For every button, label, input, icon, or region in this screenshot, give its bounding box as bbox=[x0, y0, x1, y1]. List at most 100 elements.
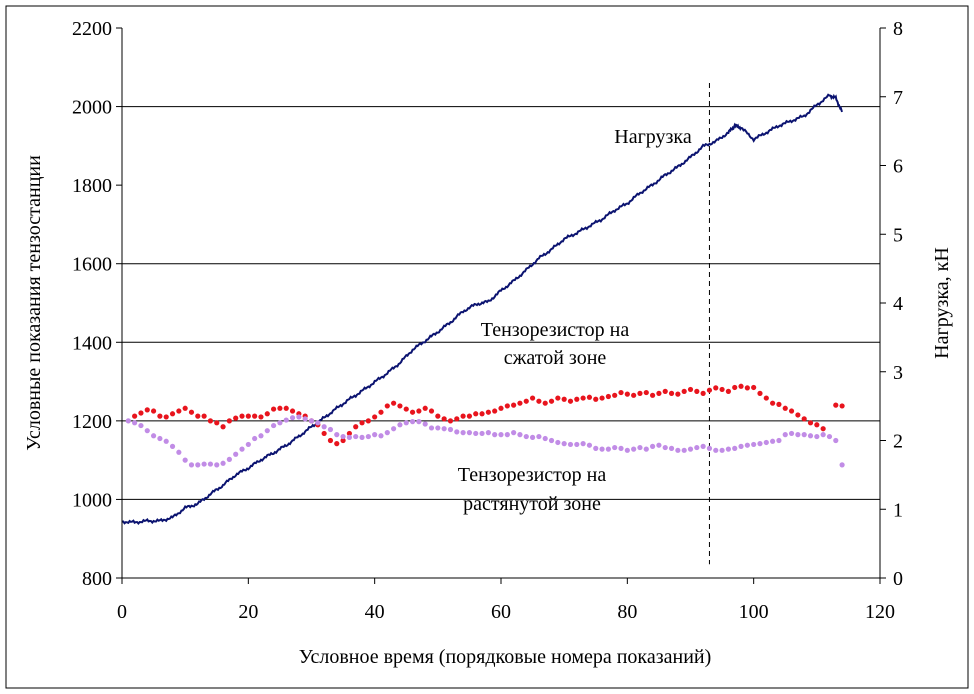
data-series bbox=[121, 93, 845, 526]
series-3-point-51 bbox=[447, 426, 454, 433]
series-2-point-95 bbox=[732, 384, 738, 391]
series-3-point-16 bbox=[226, 456, 232, 462]
series-3-point-9 bbox=[182, 457, 188, 463]
series-3-point-88 bbox=[681, 447, 687, 453]
series-3-point-38 bbox=[365, 433, 371, 440]
y-left-tick-label-800: 800 bbox=[82, 568, 112, 590]
series-3-point-8 bbox=[176, 449, 182, 455]
series-3-point-59 bbox=[498, 432, 504, 438]
series-3-point-52 bbox=[454, 429, 460, 435]
series-3-point-107 bbox=[801, 432, 807, 438]
y-left-tick-label-1400: 1400 bbox=[72, 332, 112, 354]
series-3-point-53 bbox=[460, 430, 466, 436]
series-3-point-84 bbox=[656, 442, 662, 448]
series-3-point-83 bbox=[650, 443, 656, 449]
series-3-point-43 bbox=[397, 422, 403, 428]
y-axis-right-label: Нагрузка, кН bbox=[931, 247, 953, 359]
series-2-point-56 bbox=[485, 409, 491, 415]
series-3-point-61 bbox=[511, 430, 517, 436]
series-3-point-99 bbox=[751, 441, 757, 448]
series-2-point-13 bbox=[214, 420, 220, 426]
series-2-point-46 bbox=[422, 405, 428, 411]
series-2-point-107 bbox=[807, 420, 814, 426]
series-2-point-111 bbox=[839, 403, 845, 409]
y-left-tick-label-1800: 1800 bbox=[72, 175, 112, 197]
axes: 8001000120014001600180020002200012345678… bbox=[72, 18, 903, 623]
series-3-point-31 bbox=[321, 424, 327, 430]
series-2-point-71 bbox=[580, 395, 586, 401]
series-3-point-100 bbox=[757, 441, 763, 447]
series-2-point-6 bbox=[169, 411, 176, 417]
y-left-tick-label-1200: 1200 bbox=[72, 411, 112, 433]
series-3-point-44 bbox=[403, 420, 409, 426]
series-2-point-99 bbox=[757, 390, 763, 396]
series-2 bbox=[132, 383, 845, 447]
series-2-point-67 bbox=[555, 395, 561, 401]
series-2-point-24 bbox=[283, 405, 289, 411]
series-3-point-65 bbox=[536, 433, 542, 440]
series-2-point-0 bbox=[132, 413, 138, 419]
series-3 bbox=[125, 414, 845, 468]
series-2-point-40 bbox=[384, 403, 390, 409]
series-2-point-109 bbox=[820, 426, 826, 432]
series-3-point-97 bbox=[738, 443, 744, 449]
series-2-point-62 bbox=[523, 398, 529, 404]
series-3-point-75 bbox=[599, 446, 605, 452]
series-2-point-37 bbox=[365, 418, 371, 424]
series-3-point-35 bbox=[346, 434, 352, 440]
series-2-point-32 bbox=[334, 441, 340, 447]
series-3-point-17 bbox=[233, 451, 239, 457]
series-3-point-106 bbox=[795, 432, 801, 438]
series-3-point-90 bbox=[694, 444, 700, 451]
series-3-point-77 bbox=[612, 444, 618, 451]
series-2-point-16 bbox=[233, 415, 239, 421]
series-2-point-89 bbox=[694, 388, 700, 394]
series-2-point-12 bbox=[207, 418, 214, 424]
series-2-point-74 bbox=[599, 395, 605, 401]
series-2-point-38 bbox=[372, 414, 378, 420]
annotation-tension-line1: Тензорезистор на bbox=[458, 464, 607, 486]
series-3-point-18 bbox=[239, 446, 245, 452]
series-3-point-102 bbox=[770, 438, 776, 444]
series-2-point-49 bbox=[441, 416, 447, 422]
series-2-point-61 bbox=[517, 400, 523, 406]
series-3-point-98 bbox=[744, 442, 750, 448]
series-2-point-55 bbox=[479, 411, 485, 417]
series-2-point-83 bbox=[656, 390, 662, 396]
series-2-point-44 bbox=[409, 409, 416, 415]
series-3-point-46 bbox=[416, 419, 422, 425]
series-3-point-109 bbox=[814, 433, 820, 440]
y-right-tick-label-4: 4 bbox=[893, 293, 903, 315]
series-2-point-17 bbox=[239, 413, 245, 419]
series-2-point-5 bbox=[163, 414, 169, 420]
series-3-point-69 bbox=[561, 441, 567, 447]
series-3-point-57 bbox=[485, 430, 491, 436]
y-right-tick-label-6: 6 bbox=[893, 156, 903, 178]
series-2-point-9 bbox=[188, 409, 195, 415]
figure-border bbox=[5, 5, 969, 689]
series-2-point-51 bbox=[454, 416, 460, 422]
annotation-load: Нагрузка bbox=[614, 126, 692, 148]
series-2-point-105 bbox=[795, 412, 801, 418]
series-3-point-11 bbox=[195, 462, 201, 468]
series-2-point-101 bbox=[770, 400, 776, 406]
y-right-tick-label-7: 7 bbox=[893, 87, 903, 109]
x-tick-label-60: 60 bbox=[491, 601, 511, 623]
series-2-point-110 bbox=[833, 402, 839, 408]
series-2-point-21 bbox=[264, 411, 270, 417]
series-3-point-108 bbox=[807, 433, 814, 439]
series-3-point-1 bbox=[132, 420, 138, 426]
series-2-point-7 bbox=[176, 408, 182, 414]
series-2-point-59 bbox=[504, 403, 510, 409]
series-3-point-60 bbox=[504, 432, 510, 438]
series-3-point-73 bbox=[586, 442, 593, 448]
series-2-point-92 bbox=[713, 385, 719, 391]
series-3-point-39 bbox=[372, 432, 378, 438]
y-right-tick-label-5: 5 bbox=[893, 224, 903, 246]
series-2-point-45 bbox=[416, 408, 422, 414]
series-3-point-19 bbox=[245, 441, 251, 448]
series-3-point-105 bbox=[788, 430, 795, 437]
series-3-point-74 bbox=[593, 445, 599, 451]
series-3-point-5 bbox=[157, 435, 163, 442]
